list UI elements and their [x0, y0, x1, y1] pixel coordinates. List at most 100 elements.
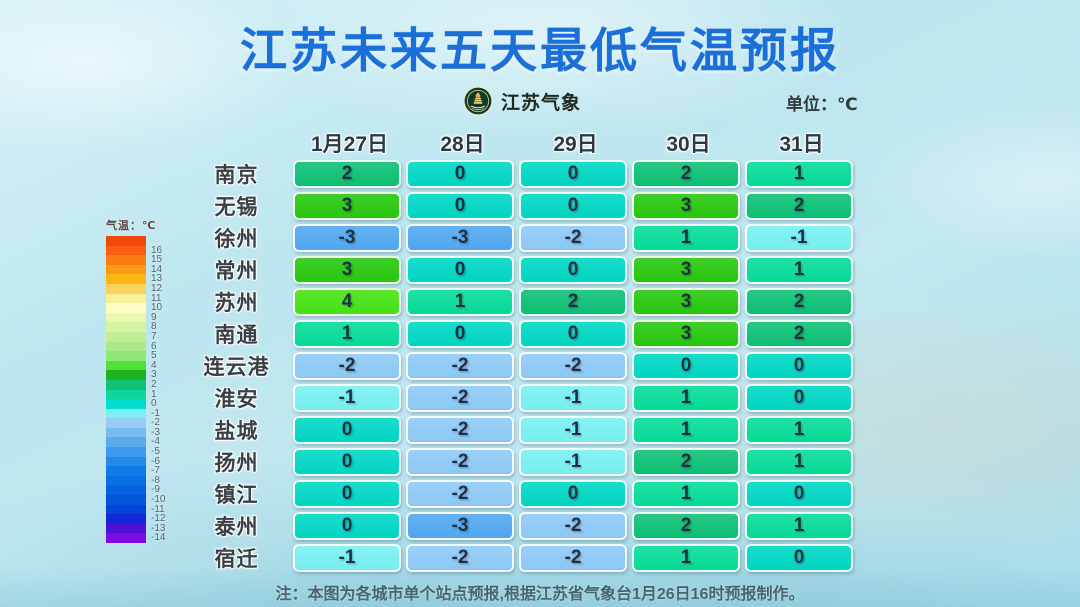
- temp-cell: 1: [745, 512, 853, 540]
- legend-label: 1: [151, 388, 157, 400]
- legend-label: -6: [151, 455, 160, 467]
- legend-swatch: [106, 255, 146, 265]
- table-row: 南京 2 0 0 2 1: [180, 158, 858, 190]
- temp-cell: -1: [519, 448, 627, 476]
- temp-cell: -2: [293, 352, 401, 380]
- legend-entry: 1: [106, 388, 196, 400]
- legend-label: -3: [151, 426, 160, 438]
- legend-swatch: [106, 456, 146, 467]
- row-label-city: 常州: [214, 260, 259, 283]
- legend-entry: 15: [106, 255, 196, 265]
- legend-label: -8: [151, 474, 160, 486]
- temp-cell: 1: [632, 224, 740, 252]
- legend-swatch: [106, 514, 146, 524]
- column-header-date: 29日: [553, 133, 598, 156]
- temp-cell: 3: [293, 192, 401, 220]
- temp-cell: 0: [406, 256, 514, 284]
- temp-cell: -2: [519, 224, 627, 252]
- legend-entry: 6: [106, 341, 196, 352]
- legend-entry: 16: [106, 245, 196, 256]
- temp-cell: 0: [519, 320, 627, 348]
- legend-entry: 4: [106, 360, 196, 371]
- legend-label: 5: [151, 350, 157, 362]
- legend-label: 7: [151, 330, 157, 342]
- temp-cell: 1: [745, 448, 853, 476]
- row-label-city: 南京: [214, 164, 259, 187]
- row-label-city: 宿迁: [214, 548, 259, 571]
- legend-label: -9: [151, 484, 160, 496]
- legend-entry: -7: [106, 466, 196, 476]
- legend-entry: 12: [106, 284, 196, 294]
- row-label-city: 无锡: [214, 196, 259, 219]
- legend-entry: 9: [106, 312, 196, 323]
- legend-swatch: [106, 303, 146, 313]
- legend-entry: -9: [106, 484, 196, 496]
- temp-cell: -1: [519, 384, 627, 412]
- temp-cell: 1: [632, 544, 740, 572]
- legend-entry: -5: [106, 447, 196, 457]
- legend-swatch: [106, 418, 146, 428]
- legend-entry: 3: [106, 370, 196, 380]
- temp-cell: 1: [632, 480, 740, 508]
- legend-swatch: [106, 495, 146, 505]
- table-row: 苏州 4 1 2 3 2: [180, 286, 858, 318]
- temperature-legend: 气温：℃ 16 15 14 13 12 11 10 9 8 7 6 5 4 3 2 1 0 -1 -2 -3 -4 -5-…: [106, 217, 196, 543]
- legend-swatch: [106, 312, 146, 323]
- temp-cell: 3: [632, 256, 740, 284]
- legend-swatch: [106, 485, 146, 496]
- legend-swatch: [106, 236, 146, 246]
- temp-cell: -2: [406, 544, 514, 572]
- legend-swatch: [106, 408, 146, 419]
- legend-swatch: [106, 437, 146, 448]
- legend-swatch: [106, 322, 146, 332]
- forecast-table: 1月27日 28日 29日 30日 31日 南京 2 0 0 2 1 无锡 3 0 0 3 2 徐州 -3 -3 -2…: [180, 128, 858, 574]
- column-header-date: 28日: [440, 133, 485, 156]
- legend-entry: 0: [106, 399, 196, 409]
- temp-cell: -1: [293, 384, 401, 412]
- legend-swatch: [106, 533, 146, 543]
- table-row: 无锡 3 0 0 3 2: [180, 190, 858, 222]
- row-label-city: 泰州: [214, 516, 259, 539]
- temp-cell: 0: [406, 320, 514, 348]
- legend-entry: 11: [106, 292, 196, 304]
- legend-swatch: [106, 399, 146, 409]
- row-label-city: 扬州: [214, 452, 259, 475]
- legend-swatch: [106, 504, 146, 515]
- row-label-city: 淮安: [214, 388, 259, 411]
- temp-cell: 1: [406, 288, 514, 316]
- table-row: 扬州 0 -2 -1 2 1: [180, 446, 858, 478]
- temp-cell: 0: [406, 160, 514, 188]
- legend-entry: [106, 236, 196, 246]
- temp-cell: -2: [406, 352, 514, 380]
- legend-entry: -2: [106, 418, 196, 428]
- legend-entry: -4: [106, 437, 196, 448]
- legend-swatch: [106, 293, 146, 304]
- legend-swatch: [106, 475, 146, 486]
- legend-entry: -12: [106, 514, 196, 524]
- column-header-date: 30日: [666, 133, 711, 156]
- legend-label: 11: [151, 292, 162, 304]
- legend-swatch: [106, 245, 146, 256]
- brand-label: 江苏气象: [501, 92, 582, 114]
- legend-entry: -14: [106, 533, 196, 543]
- legend-entry: 10: [106, 303, 196, 313]
- legend-swatch: [106, 427, 146, 438]
- table-row: 常州 3 0 0 3 1: [180, 254, 858, 286]
- brand: 江苏气象: [463, 86, 581, 116]
- unit-label: 单位：℃: [786, 95, 858, 114]
- temp-cell: 0: [745, 352, 853, 380]
- legend-swatch: [106, 274, 146, 284]
- table-row: 盐城 0 -2 -1 1 1: [180, 414, 858, 446]
- legend-swatch: [106, 466, 146, 476]
- temp-cell: 0: [519, 192, 627, 220]
- legend-entry: -6: [106, 455, 196, 467]
- temp-cell: 2: [745, 288, 853, 316]
- temp-cell: 2: [745, 192, 853, 220]
- temp-cell: 0: [745, 544, 853, 572]
- temp-cell: 2: [632, 448, 740, 476]
- legend-swatch: [106, 447, 146, 457]
- legend-label: -7: [151, 465, 160, 477]
- header-spacer: [180, 128, 293, 158]
- legend-swatch: [106, 523, 146, 534]
